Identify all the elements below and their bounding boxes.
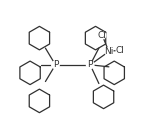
- Circle shape: [105, 48, 113, 55]
- Text: Cl: Cl: [115, 46, 124, 55]
- Circle shape: [116, 47, 123, 54]
- Circle shape: [86, 61, 94, 69]
- Text: P: P: [53, 60, 58, 69]
- Circle shape: [52, 61, 59, 69]
- Circle shape: [99, 32, 106, 39]
- Text: Cl: Cl: [98, 31, 107, 40]
- Text: Ni: Ni: [104, 47, 114, 56]
- Text: P: P: [87, 60, 93, 69]
